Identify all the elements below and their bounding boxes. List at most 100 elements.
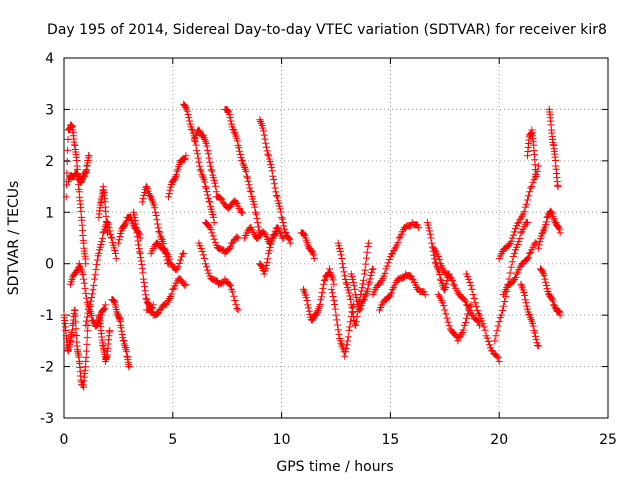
data-point	[179, 250, 187, 258]
data-point	[431, 258, 439, 266]
data-point	[339, 260, 347, 268]
data-point	[205, 222, 213, 230]
data-point	[512, 225, 520, 233]
data-point	[332, 311, 340, 319]
series-arc-25	[299, 265, 338, 324]
series-arc-1	[60, 306, 92, 391]
data-point	[185, 114, 193, 122]
data-point	[201, 178, 209, 186]
data-point	[270, 180, 278, 188]
data-point	[439, 299, 447, 307]
data-point	[391, 245, 399, 253]
data-point	[461, 319, 469, 327]
data-point	[520, 208, 528, 216]
data-point	[83, 340, 91, 348]
data-point	[470, 295, 478, 303]
data-point	[115, 236, 123, 244]
data-point	[534, 244, 542, 252]
data-point	[131, 214, 139, 222]
data-point	[425, 224, 433, 232]
data-point	[95, 249, 103, 257]
data-point	[280, 234, 288, 242]
data-point	[269, 172, 277, 180]
data-point	[272, 188, 280, 196]
data-point	[450, 280, 458, 288]
data-point	[134, 237, 142, 245]
data-point	[538, 267, 546, 275]
data-point	[137, 254, 145, 262]
series-arc-19	[221, 105, 264, 237]
y-tick-labels: -3 -2 -1 0 1 2 3 4	[40, 51, 54, 427]
data-point	[352, 318, 360, 326]
data-point	[198, 247, 206, 255]
data-point	[527, 184, 535, 192]
data-point	[205, 154, 213, 162]
series-arc-24	[297, 229, 318, 263]
data-point	[88, 290, 96, 298]
data-point	[207, 225, 215, 233]
data-point	[196, 166, 204, 174]
data-point	[500, 302, 508, 310]
data-point	[77, 207, 85, 215]
data-point	[334, 326, 342, 334]
data-point	[121, 342, 129, 350]
data-point	[448, 277, 456, 285]
data-point	[445, 322, 453, 330]
data-point	[273, 227, 281, 235]
data-point	[89, 286, 97, 294]
data-point	[225, 111, 233, 119]
data-point	[479, 320, 487, 328]
data-point	[76, 262, 84, 270]
data-point	[80, 383, 88, 391]
data-point	[328, 285, 336, 293]
data-point	[364, 243, 372, 250]
data-point	[492, 332, 500, 340]
data-point	[79, 271, 87, 279]
data-point	[82, 347, 90, 355]
data-point	[201, 260, 209, 268]
data-point	[497, 311, 505, 319]
data-point	[136, 249, 144, 257]
data-point	[300, 287, 308, 295]
data-point	[139, 275, 147, 283]
data-point	[341, 352, 349, 360]
data-point	[352, 294, 360, 302]
data-point	[262, 139, 270, 147]
data-point	[210, 219, 218, 227]
data-point	[180, 155, 188, 163]
data-point	[459, 326, 467, 334]
data-point	[365, 278, 373, 286]
x-tick-label: 25	[599, 432, 617, 448]
series-arc-39	[517, 280, 542, 350]
data-point	[361, 293, 369, 301]
data-point	[108, 234, 116, 242]
data-point	[82, 260, 90, 268]
data-point	[475, 310, 483, 318]
data-point	[460, 296, 468, 304]
data-point	[169, 285, 177, 293]
data-point	[517, 229, 525, 237]
data-point	[184, 111, 192, 119]
data-point	[347, 295, 355, 303]
data-point	[528, 183, 536, 191]
data-point	[273, 191, 281, 199]
data-point	[362, 254, 370, 262]
data-point	[305, 307, 313, 315]
data-point	[204, 194, 212, 202]
data-point	[342, 279, 350, 287]
data-point	[149, 301, 157, 309]
data-point	[525, 192, 533, 200]
series-arc-31	[423, 219, 453, 294]
data-point	[522, 299, 530, 307]
series-arc-42	[537, 265, 564, 319]
data-point	[251, 203, 259, 211]
series-arc-15	[180, 100, 218, 227]
data-point	[81, 284, 89, 292]
data-point	[195, 158, 203, 166]
series-arc-26	[328, 285, 357, 360]
data-point	[320, 280, 328, 288]
data-point	[442, 280, 450, 288]
data-point	[172, 171, 180, 179]
data-point	[523, 255, 531, 263]
x-axis-label: GPS time / hours	[276, 459, 393, 475]
